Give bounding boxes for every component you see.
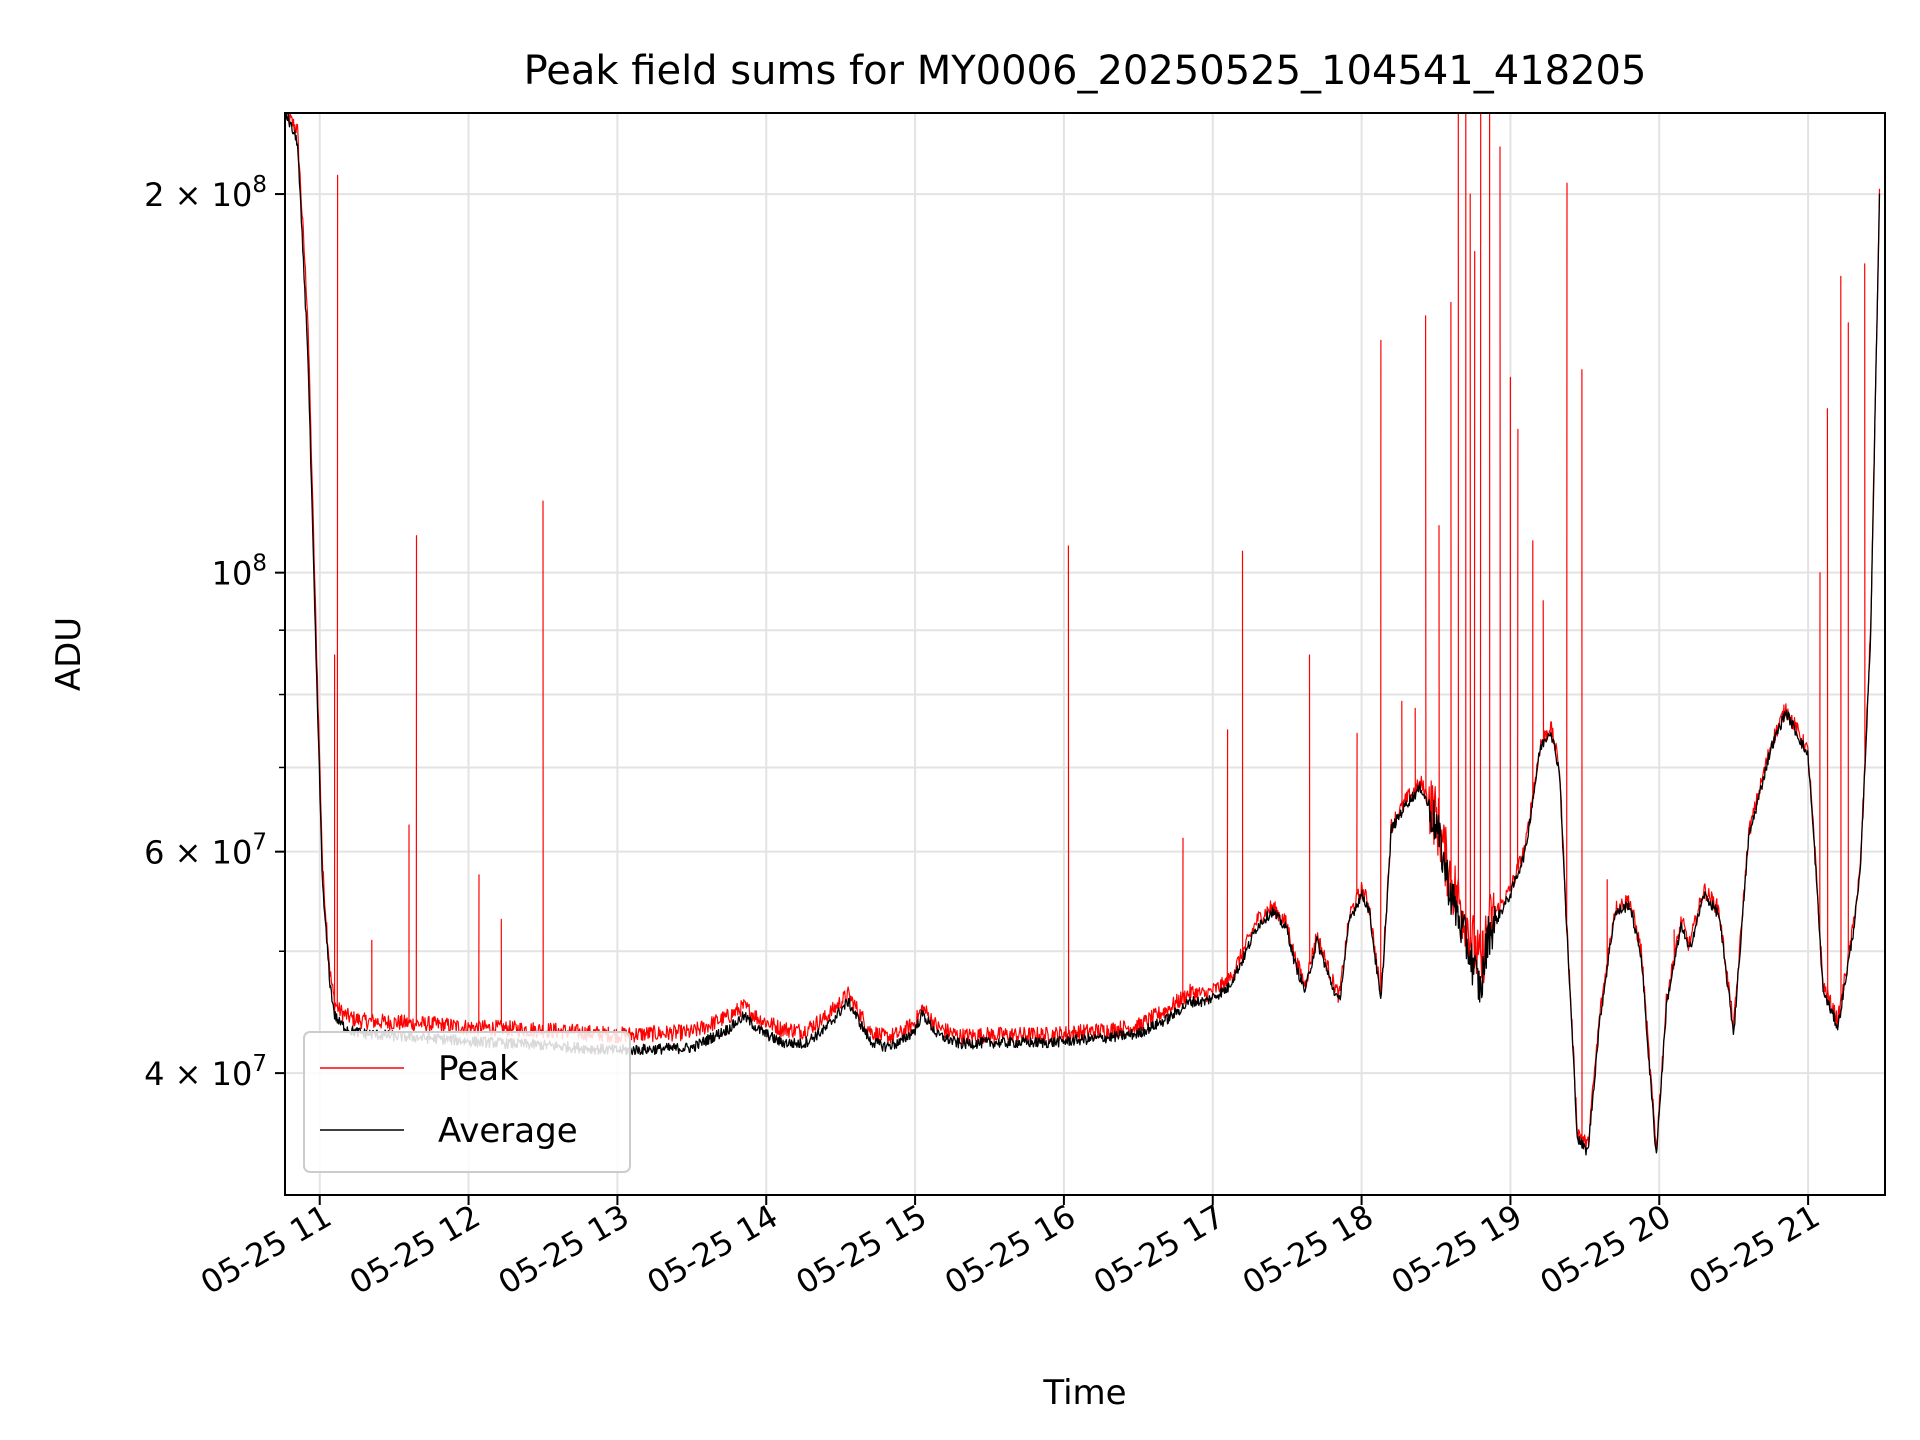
grid (285, 113, 1885, 1195)
legend-box (303, 1031, 631, 1173)
legend-peak-label: Peak (438, 1049, 519, 1089)
plot-frame (284, 112, 1886, 1196)
y-tick-label: 2 × 108 (144, 172, 267, 214)
y-tick-label: 108 (212, 551, 267, 593)
y-axis-label: ADU (49, 617, 89, 691)
y-tick-label: 4 × 107 (144, 1051, 267, 1093)
y-tick-label: 6 × 107 (144, 830, 267, 872)
y-axis-ticks: 4 × 107 6 × 107 108 2 × 108 (144, 172, 285, 1093)
x-axis-label: Time (1042, 1373, 1126, 1413)
legend: Peak Average (303, 1031, 631, 1173)
legend-average-label: Average (438, 1111, 578, 1151)
chart-title: Peak field sums for MY0006_20250525_1045… (524, 48, 1647, 94)
